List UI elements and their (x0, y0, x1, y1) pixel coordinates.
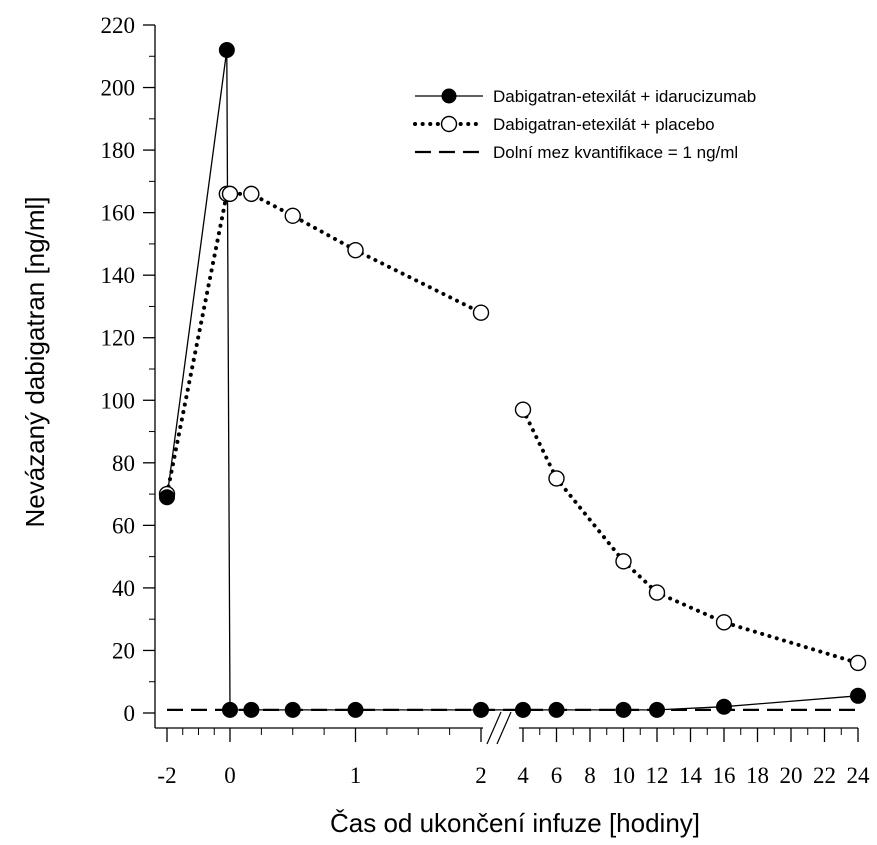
legend-label: Dabigatran-etexilát + placebo (493, 115, 715, 134)
idarucizumab-point (716, 698, 732, 715)
idarucizumab-point (347, 701, 364, 718)
x-tick-label: 14 (679, 763, 703, 788)
placebo-point (347, 241, 364, 259)
x-axis-title: Čas od ukončení infuze [hodiny] (330, 808, 700, 838)
axis-break-mark (486, 711, 502, 745)
x-tick-label: 6 (551, 763, 563, 788)
legend: Dabigatran-etexilát + idarucizumab Dabiga… (413, 87, 756, 162)
placebo-point (849, 654, 867, 672)
y-tick-label: 40 (112, 576, 135, 601)
idarucizumab-point (284, 701, 301, 718)
x-tick-label: 10 (612, 763, 635, 788)
y-tick-label: 220 (101, 13, 136, 38)
y-axis-title: Nevázaný dabigatran [ng/ml] (20, 197, 50, 528)
placebo-point (648, 584, 666, 601)
legend-label: Dolní mez kvantifikace = 1 ng/ml (493, 143, 738, 162)
x-tick-label: 16 (713, 763, 736, 788)
idarucizumab-point (159, 489, 175, 506)
x-tick-label: 1 (350, 763, 362, 788)
x-tick-label: 4 (517, 763, 529, 788)
placebo-point (284, 207, 301, 224)
y-tick-label: 200 (101, 76, 136, 101)
legend-label: Dabigatran-etexilát + idarucizumab (493, 87, 756, 106)
x-tick-label: 12 (646, 763, 669, 788)
y-tick-label: 160 (101, 201, 136, 226)
axis-break-mark (496, 711, 512, 745)
x-tick-label: 24 (847, 763, 871, 788)
idarucizumab-point (649, 701, 665, 718)
legend-marker-open (440, 115, 458, 133)
idarucizumab-point (515, 701, 531, 718)
legend-marker-filled (441, 88, 457, 104)
placebo-line (521, 407, 860, 665)
placebo-point (548, 470, 565, 487)
placebo-point (615, 553, 632, 570)
placebo-point (514, 401, 532, 418)
idarucizumab-point (850, 687, 866, 704)
y-tick-label: 140 (101, 263, 136, 288)
x-tick-label: 20 (780, 763, 803, 788)
placebo-point (715, 614, 733, 631)
idarucizumab-point (615, 701, 632, 718)
idarucizumab-point (243, 701, 260, 718)
y-tick-label: 20 (112, 638, 135, 663)
x-tick-label: 2 (475, 763, 487, 788)
y-tick-label: 0 (124, 701, 136, 726)
y-tick-label: 120 (101, 326, 136, 351)
y-tick-label: 100 (101, 388, 136, 413)
series-layer (158, 42, 867, 718)
placebo-point (221, 185, 239, 203)
x-tick-label: -2 (157, 763, 176, 788)
y-tick-label: 180 (101, 138, 136, 163)
idarucizumab-point (548, 701, 565, 718)
y-tick-label: 80 (112, 451, 135, 476)
idarucizumab-point (218, 42, 235, 59)
placebo-point (243, 185, 260, 203)
x-tick-label: 22 (813, 763, 836, 788)
idarucizumab-point (222, 701, 238, 718)
y-tick-label: 60 (112, 513, 135, 538)
x-tick-label: 8 (584, 763, 596, 788)
x-tick-label: 0 (224, 763, 236, 788)
placebo-point (472, 304, 490, 321)
x-tick-label: 18 (746, 763, 769, 788)
placebo-line (165, 191, 483, 497)
idarucizumab-point (473, 701, 489, 718)
